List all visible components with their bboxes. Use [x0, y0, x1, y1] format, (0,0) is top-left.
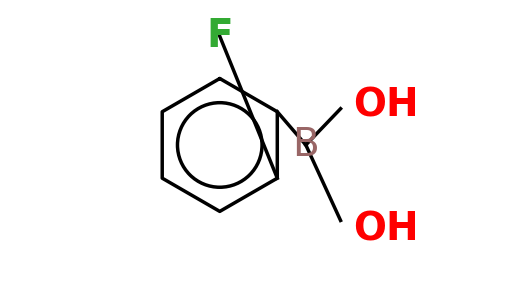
- Text: OH: OH: [353, 87, 418, 125]
- Text: F: F: [206, 17, 233, 55]
- Text: B: B: [292, 126, 319, 164]
- Text: OH: OH: [353, 210, 418, 249]
